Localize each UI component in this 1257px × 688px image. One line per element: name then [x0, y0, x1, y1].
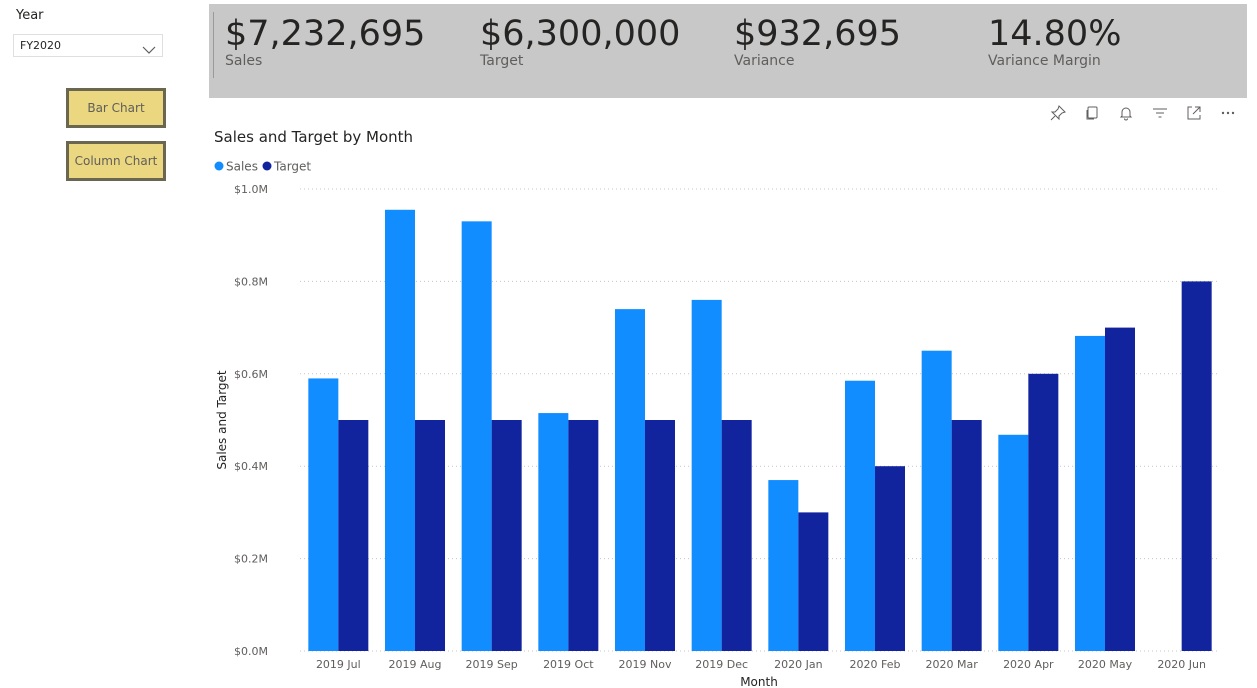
legend-sales-label: Sales [226, 160, 258, 174]
visual-toolbar [1049, 104, 1237, 122]
x-tick-label: 2020 Apr [1003, 658, 1054, 671]
bar-target[interactable] [338, 420, 369, 651]
bell-icon[interactable] [1117, 104, 1135, 122]
focus-mode-icon[interactable] [1185, 104, 1203, 122]
x-tick-label: 2020 May [1078, 658, 1133, 671]
kpi-banner [209, 4, 1247, 98]
bar-target[interactable] [875, 466, 905, 651]
kpi-divider [213, 12, 214, 78]
bar-sales[interactable] [768, 480, 799, 651]
bar-sales[interactable] [1075, 335, 1105, 651]
legend-target-marker [262, 161, 272, 171]
y-tick-label: $0.2M [234, 553, 268, 566]
kpi-variance-margin: 14.80% Variance Margin [988, 12, 1121, 69]
kpi-target-value: $6,300,000 [480, 14, 681, 54]
kpi-variance-label: Variance [734, 53, 795, 69]
bar-sales[interactable] [385, 209, 415, 652]
y-tick-label: $0.6M [234, 368, 268, 381]
kpi-variance-value: $932,695 [734, 14, 902, 54]
x-axis-title: Month [740, 675, 778, 688]
x-tick-label: 2019 Oct [543, 658, 594, 671]
kpi-variance: $932,695 Variance [734, 12, 901, 69]
y-tick-label: $0.4M [234, 460, 268, 473]
x-tick-label: 2020 Jan [774, 658, 822, 671]
chart-title: Sales and Target by Month [214, 128, 413, 146]
x-tick-label: 2019 Aug [389, 658, 442, 671]
copy-icon[interactable] [1083, 104, 1101, 122]
chevron-down-icon [142, 40, 156, 59]
bar-sales[interactable] [615, 309, 645, 651]
x-tick-label: 2020 Mar [926, 658, 979, 671]
x-tick-label: 2019 Dec [695, 658, 748, 671]
legend-target-label: Target [273, 160, 311, 174]
year-dropdown-value: FY2020 [20, 39, 62, 52]
year-slicer-title: Year [16, 8, 44, 23]
bar-chart-button[interactable]: Bar Chart [66, 88, 166, 128]
bar-sales[interactable] [845, 380, 875, 651]
bar-sales[interactable] [691, 299, 722, 651]
y-tick-label: $1.0M [234, 183, 268, 196]
bar-sales[interactable] [921, 350, 952, 651]
more-options-icon[interactable] [1219, 104, 1237, 122]
bar-target[interactable] [1028, 373, 1059, 651]
x-tick-label: 2020 Feb [850, 658, 901, 671]
bar-target[interactable] [721, 420, 752, 651]
bar-sales[interactable] [461, 221, 492, 651]
bar-sales[interactable] [998, 434, 1029, 651]
column-chart-button[interactable]: Column Chart [66, 141, 166, 181]
kpi-sales-label: Sales [225, 53, 263, 69]
y-tick-label: $0.0M [234, 645, 268, 658]
kpi-target: $6,300,000 Target [480, 12, 680, 69]
bar-sales[interactable] [308, 378, 339, 651]
y-tick-label: $0.8M [234, 275, 268, 288]
x-tick-label: 2019 Sep [466, 658, 518, 671]
bar-target[interactable] [568, 420, 599, 651]
bar-target[interactable] [951, 420, 982, 651]
bar-target[interactable] [645, 420, 675, 651]
pin-icon[interactable] [1049, 104, 1067, 122]
kpi-variance-margin-value: 14.80% [988, 14, 1122, 54]
bar-sales[interactable] [538, 413, 569, 651]
kpi-sales-value: $7,232,695 [225, 14, 426, 54]
bar-target[interactable] [415, 420, 445, 651]
year-dropdown[interactable]: FY2020 [13, 34, 163, 57]
y-axis-title: Sales and Target [215, 370, 229, 470]
kpi-sales: $7,232,695 Sales [225, 12, 425, 69]
bar-target[interactable] [798, 512, 829, 651]
x-tick-label: 2019 Jul [316, 658, 361, 671]
filter-icon[interactable] [1151, 104, 1169, 122]
bar-target[interactable] [1181, 281, 1212, 651]
x-tick-label: 2020 Jun [1157, 658, 1206, 671]
x-tick-label: 2019 Nov [619, 658, 672, 671]
kpi-target-label: Target [480, 53, 524, 69]
legend-sales-marker [214, 161, 224, 171]
kpi-variance-margin-label: Variance Margin [988, 53, 1101, 69]
bar-target[interactable] [491, 420, 522, 651]
bar-target[interactable] [1105, 327, 1135, 651]
